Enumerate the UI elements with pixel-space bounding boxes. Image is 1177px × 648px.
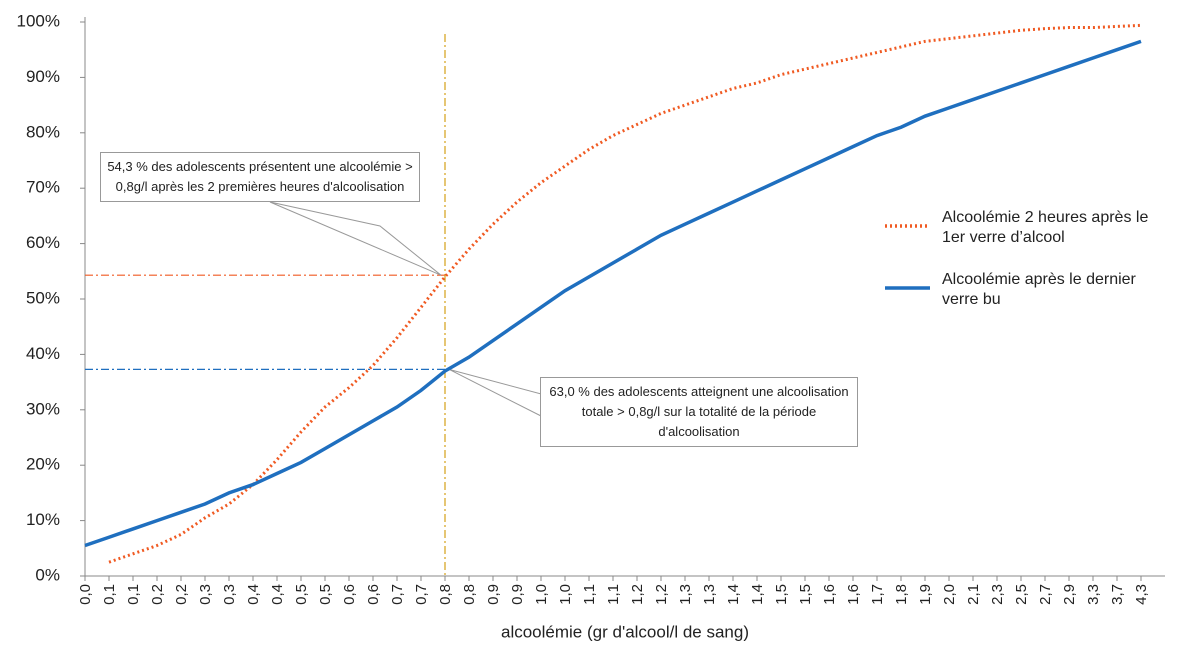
y-tick-label: 30% <box>26 399 60 418</box>
x-tick-label: 0,6 <box>365 584 382 605</box>
x-tick-label: 0,7 <box>389 584 406 605</box>
x-tick-label: 1,3 <box>677 584 694 605</box>
x-tick-label: 0,7 <box>413 584 430 605</box>
x-tick-label: 1,0 <box>533 584 550 605</box>
x-tick-label: 2,3 <box>989 584 1006 605</box>
x-tick-label: 0,0 <box>77 584 94 605</box>
x-tick-label: 0,3 <box>221 584 238 605</box>
x-tick-label: 1,6 <box>845 584 862 605</box>
x-tick-label: 0,9 <box>485 584 502 605</box>
x-tick-label: 3,7 <box>1109 584 1126 605</box>
x-tick-label: 0,6 <box>341 584 358 605</box>
y-tick-label: 0% <box>35 565 60 584</box>
callout-pointer <box>269 201 442 276</box>
x-tick-label: 0,5 <box>293 584 310 605</box>
annotation: 54,3 % des adolescents présentent une al… <box>100 152 420 202</box>
x-tick-label: 0,1 <box>125 584 142 605</box>
y-tick-label: 70% <box>26 178 60 197</box>
y-tick-label: 60% <box>26 233 60 252</box>
legend-label: Alcoolémie 2 heures après le 1er verre d… <box>942 209 1149 246</box>
x-tick-label: 4,3 <box>1133 584 1150 605</box>
x-tick-label: 0,8 <box>437 584 454 605</box>
x-tick-label: 1,5 <box>773 584 790 605</box>
callout-pointer <box>448 368 546 419</box>
x-tick-label: 0,2 <box>149 584 166 605</box>
x-tick-label: 2,1 <box>965 584 982 605</box>
legend-label: Alcoolémie après le dernier verre bu <box>942 271 1136 308</box>
series-line <box>84 39 1142 548</box>
x-tick-label: 1,4 <box>725 584 742 605</box>
x-tick-label: 1,8 <box>893 584 910 605</box>
x-tick-label: 1,5 <box>797 584 814 605</box>
annotation: 63,0 % des adolescents atteignent une al… <box>540 377 858 447</box>
x-tick-label: 3,3 <box>1085 584 1102 605</box>
x-tick-label: 0,4 <box>269 584 286 605</box>
y-tick-label: 10% <box>26 510 60 529</box>
x-tick-label: 1,3 <box>701 584 718 605</box>
x-tick-label: 1,7 <box>869 584 886 605</box>
x-tick-label: 1,2 <box>629 584 646 605</box>
y-tick-label: 90% <box>26 67 60 86</box>
x-tick-label: 0,4 <box>245 584 262 605</box>
y-tick-label: 100% <box>17 11 60 30</box>
x-tick-label: 2,0 <box>941 584 958 605</box>
series-line <box>108 23 1142 564</box>
x-tick-label: 1,6 <box>821 584 838 605</box>
x-tick-label: 2,7 <box>1037 584 1054 605</box>
x-axis-label: alcoolémie (gr d'alcool/l de sang) <box>501 622 749 641</box>
x-tick-label: 0,3 <box>197 584 214 605</box>
x-tick-label: 2,9 <box>1061 584 1078 605</box>
y-tick-label: 20% <box>26 455 60 474</box>
y-tick-label: 40% <box>26 344 60 363</box>
x-tick-label: 2,5 <box>1013 584 1030 605</box>
x-tick-label: 1,1 <box>605 584 622 605</box>
x-tick-label: 0,2 <box>173 584 190 605</box>
x-tick-label: 0,5 <box>317 584 334 605</box>
x-tick-label: 1,2 <box>653 584 670 605</box>
x-tick-label: 1,1 <box>581 584 598 605</box>
y-tick-label: 80% <box>26 122 60 141</box>
x-tick-label: 1,9 <box>917 584 934 605</box>
x-tick-label: 0,8 <box>461 584 478 605</box>
x-tick-label: 0,1 <box>101 584 118 605</box>
y-tick-label: 50% <box>26 288 60 307</box>
x-tick-label: 0,9 <box>509 584 526 605</box>
x-tick-label: 1,4 <box>749 584 766 605</box>
x-tick-label: 1,0 <box>557 584 574 605</box>
